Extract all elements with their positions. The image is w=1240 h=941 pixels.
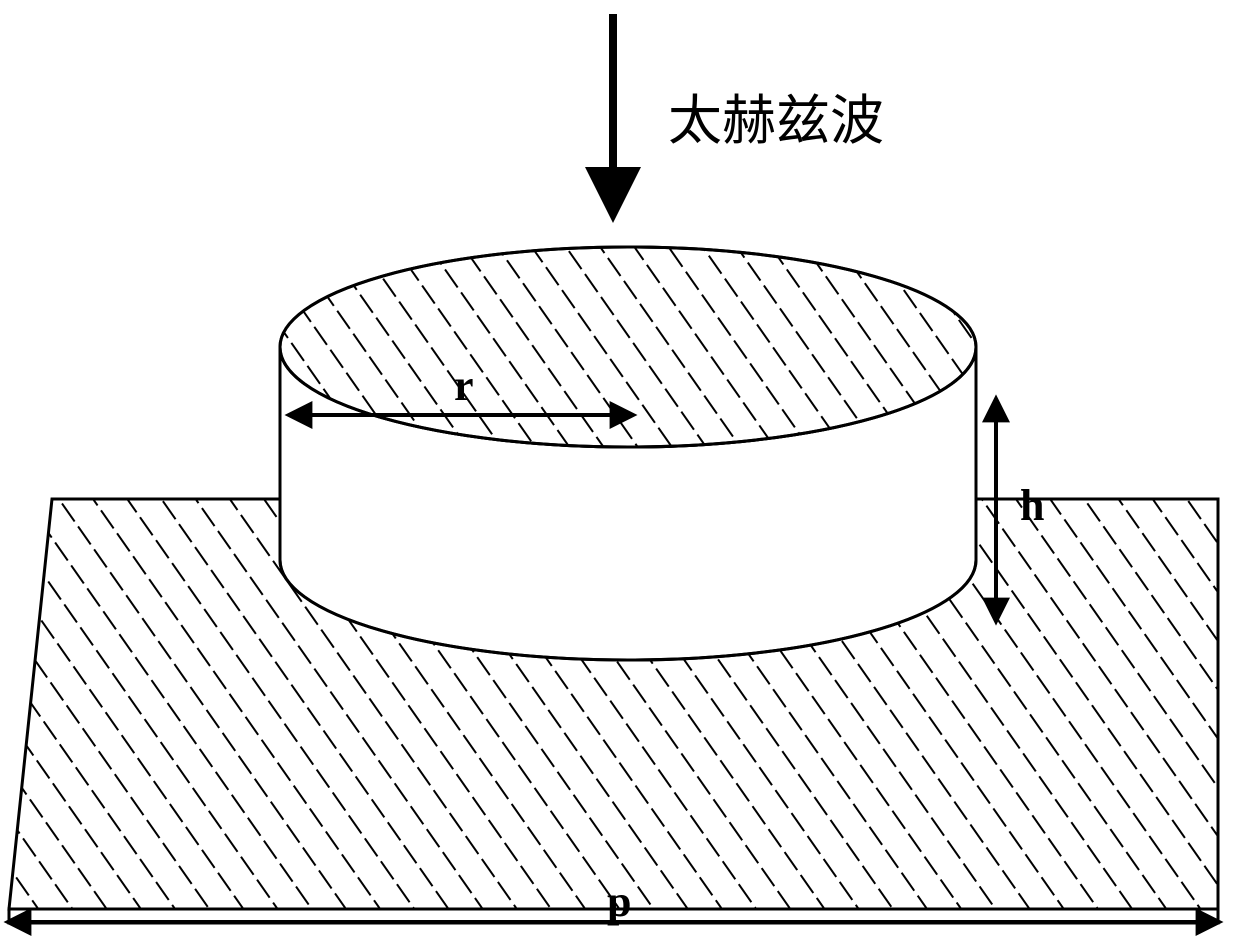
radius-label: r (454, 360, 474, 411)
period-label: p (607, 876, 631, 927)
wave-label: 太赫兹波 (668, 76, 884, 155)
diagram-svg (0, 0, 1240, 941)
height-label: h (1020, 480, 1044, 531)
